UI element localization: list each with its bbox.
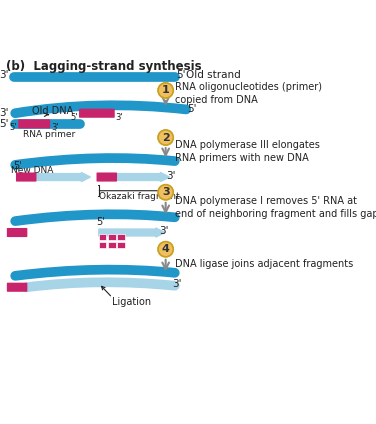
FancyBboxPatch shape: [97, 173, 117, 181]
Text: 3': 3': [172, 279, 181, 289]
Text: 3': 3': [51, 123, 59, 132]
Circle shape: [158, 130, 173, 145]
Text: RNA oligonucleotides (primer)
copied from DNA: RNA oligonucleotides (primer) copied fro…: [175, 82, 322, 105]
Text: RNA primer: RNA primer: [23, 130, 75, 139]
FancyArrow shape: [116, 173, 170, 181]
Text: (b)  Lagging-strand synthesis: (b) Lagging-strand synthesis: [6, 60, 202, 73]
Text: Old strand: Old strand: [186, 70, 241, 80]
Text: 5': 5': [71, 112, 78, 122]
Text: 5': 5': [0, 119, 9, 129]
FancyBboxPatch shape: [7, 228, 27, 237]
Text: 3': 3': [0, 70, 9, 80]
Bar: [99, 242, 106, 248]
Circle shape: [158, 242, 173, 257]
FancyBboxPatch shape: [18, 119, 50, 128]
Text: 3': 3': [159, 226, 169, 236]
Text: 5': 5': [96, 217, 105, 227]
Text: 5': 5': [176, 70, 186, 80]
FancyArrow shape: [99, 228, 165, 237]
Bar: [108, 242, 115, 248]
Circle shape: [158, 184, 173, 200]
Text: Old DNA: Old DNA: [32, 106, 73, 116]
Bar: [117, 234, 124, 240]
Bar: [99, 234, 106, 240]
Bar: [117, 242, 124, 248]
Text: 3': 3': [166, 170, 175, 181]
Text: DNA polymerase I removes 5' RNA at
end of neighboring fragment and fills gap: DNA polymerase I removes 5' RNA at end o…: [175, 196, 376, 219]
Text: DNA polymerase III elongates
RNA primers with new DNA: DNA polymerase III elongates RNA primers…: [175, 139, 320, 163]
Text: 1: 1: [162, 85, 170, 95]
Text: 4: 4: [162, 244, 170, 254]
Text: 3: 3: [162, 187, 170, 197]
Text: DNA ligase joins adjacent fragments: DNA ligase joins adjacent fragments: [175, 259, 353, 269]
Text: 3': 3': [0, 108, 9, 118]
Text: 5': 5': [14, 162, 23, 171]
FancyBboxPatch shape: [7, 283, 27, 292]
FancyBboxPatch shape: [16, 173, 36, 181]
Text: 2: 2: [162, 133, 170, 142]
Text: Okazaki fragment: Okazaki fragment: [99, 192, 179, 201]
Text: 5': 5': [9, 123, 17, 132]
Text: 3': 3': [115, 112, 123, 122]
Circle shape: [158, 83, 173, 98]
FancyArrow shape: [36, 173, 91, 181]
Text: Ligation: Ligation: [112, 297, 152, 307]
Bar: [108, 234, 115, 240]
Text: 5': 5': [187, 103, 196, 114]
Text: New DNA: New DNA: [11, 167, 54, 176]
FancyBboxPatch shape: [79, 109, 115, 118]
